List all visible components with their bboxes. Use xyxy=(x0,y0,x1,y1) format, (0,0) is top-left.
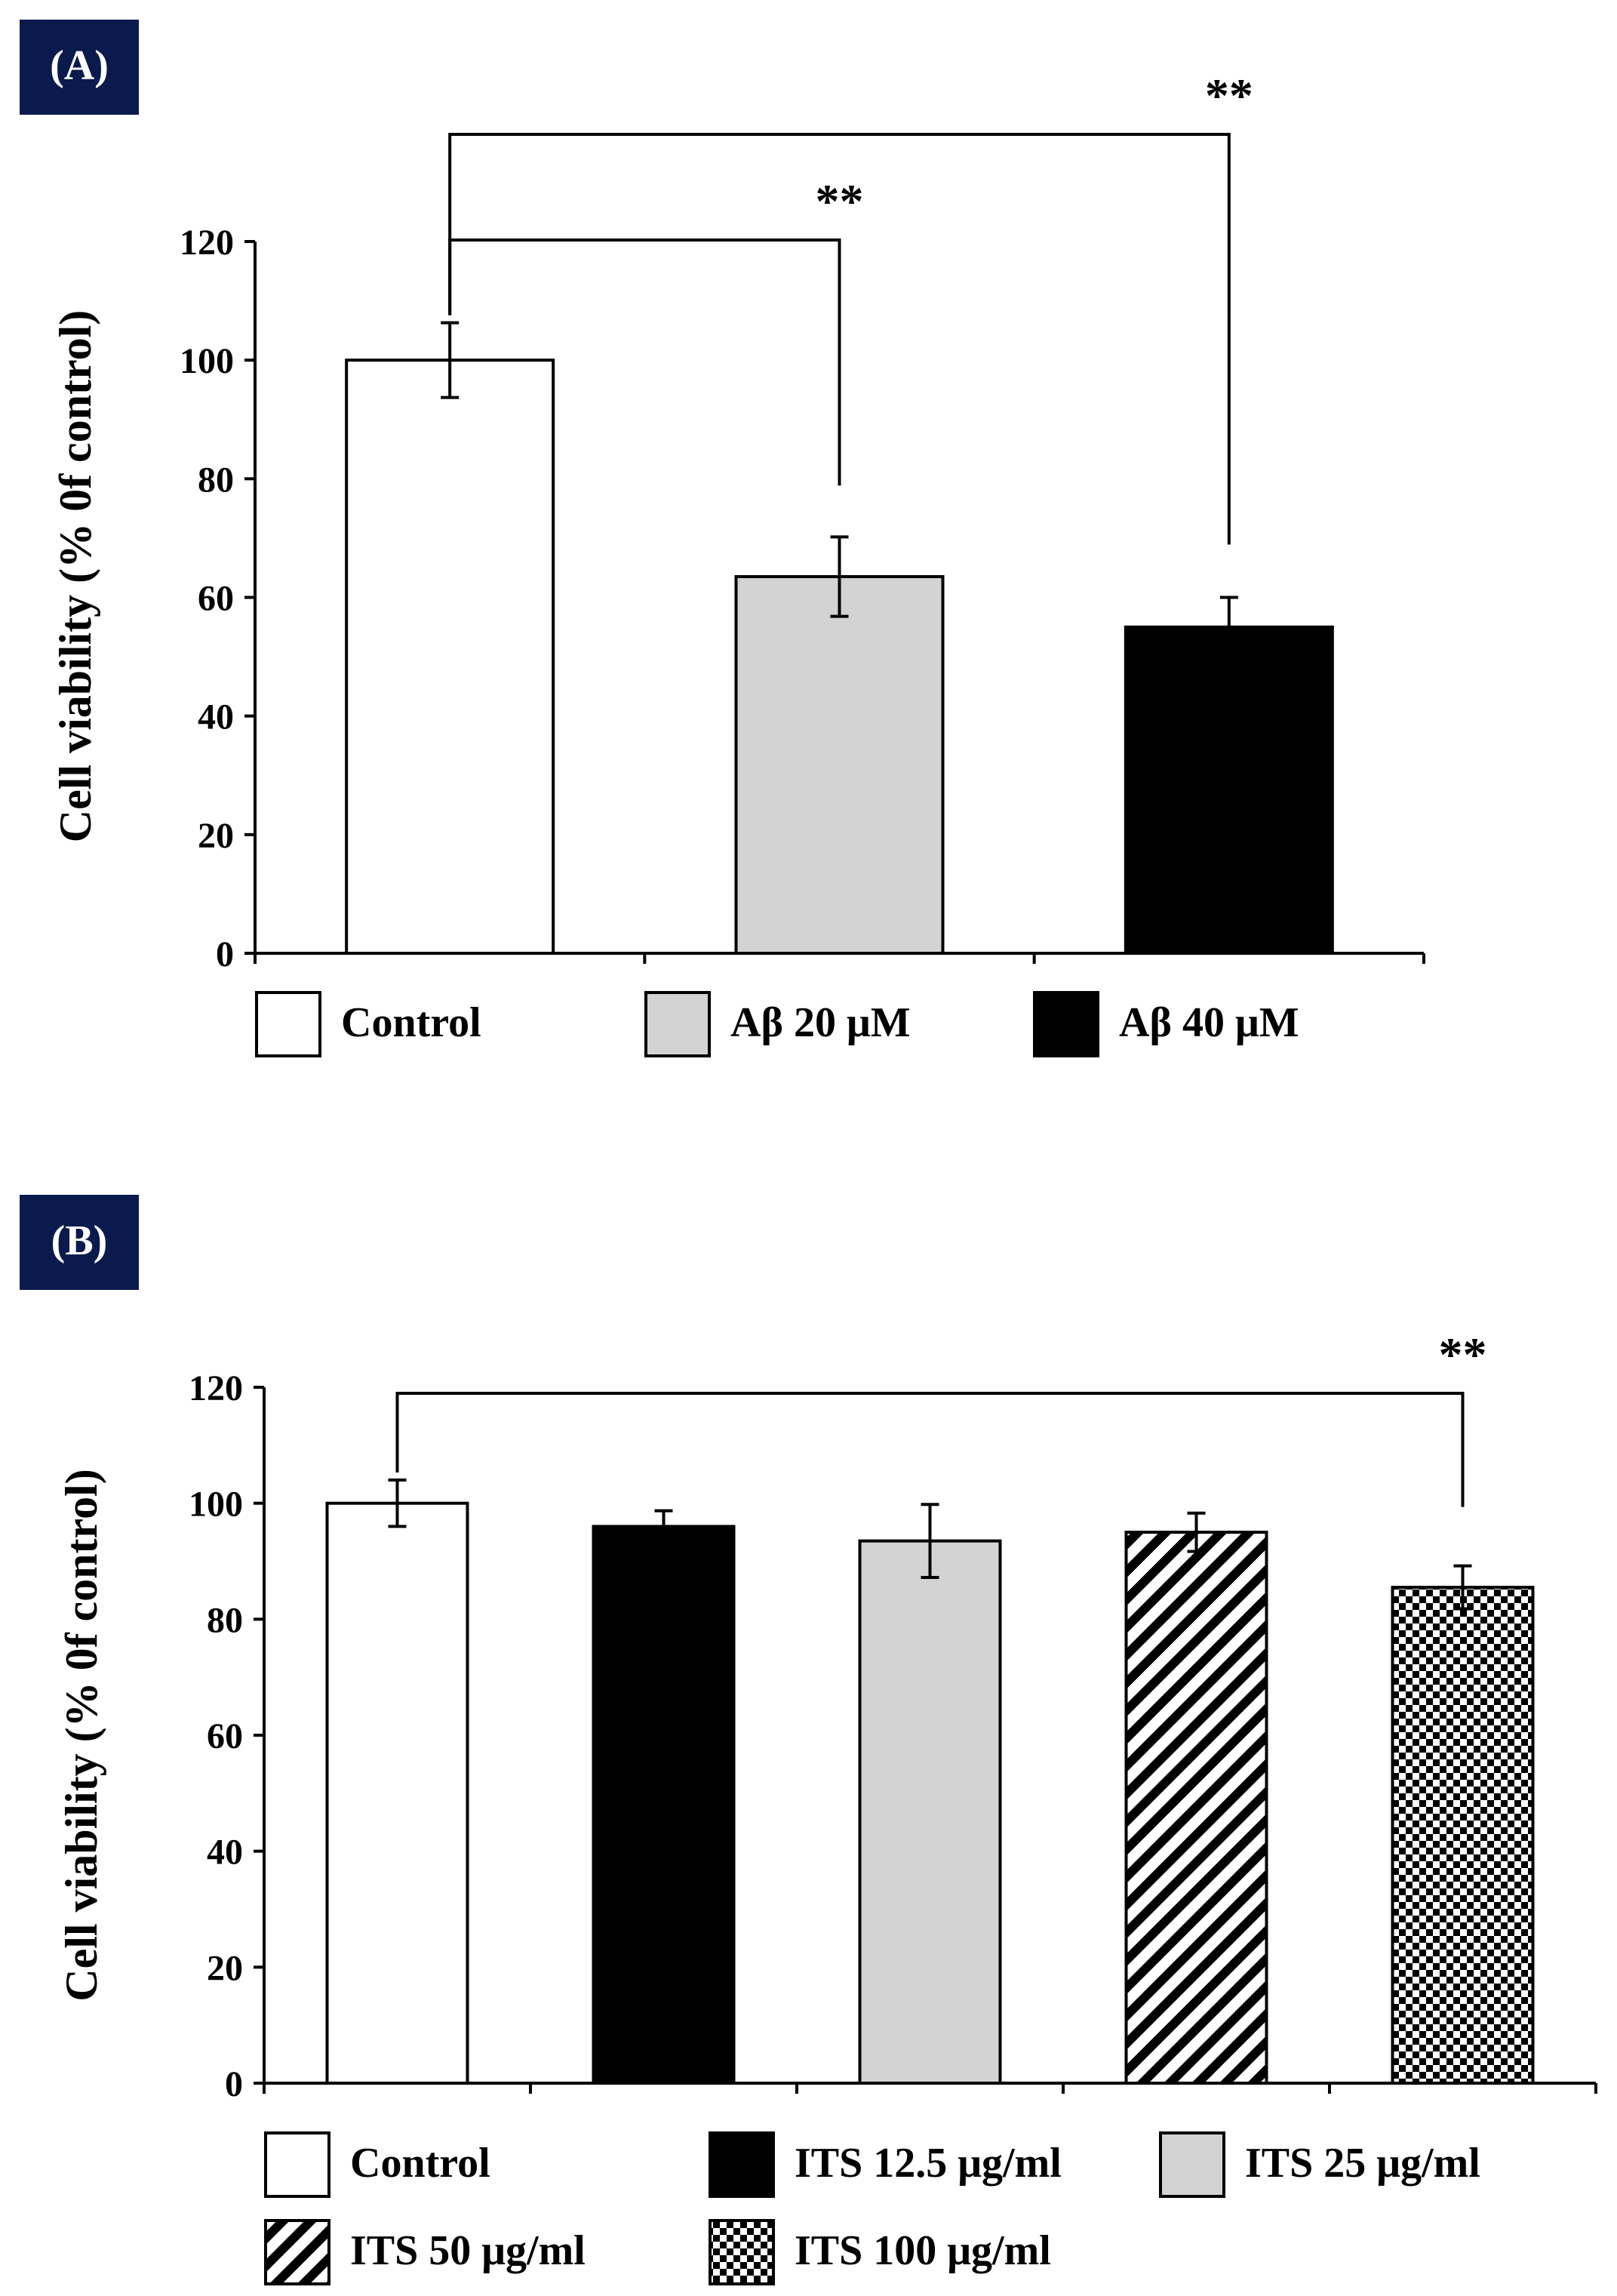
y-tick-label: 120 xyxy=(189,1368,243,1408)
panel-a: (A) 0 20 40 60 80 100 120 Cell viability (% 0f … xyxy=(20,20,1425,1057)
panel-a-badge xyxy=(20,20,139,115)
bar xyxy=(858,1539,1002,2085)
legend-label: ITS 100 μg/ml xyxy=(795,2227,1051,2274)
significance-label: ** xyxy=(1439,1328,1487,1381)
legend-label: Control xyxy=(341,999,481,1046)
panel-b-label: (B) xyxy=(51,1217,108,1264)
bar xyxy=(325,1501,469,2085)
y-tick-label: 20 xyxy=(207,1948,243,1988)
legend-swatch xyxy=(264,2219,330,2285)
legend-label: Aβ 40 μM xyxy=(1119,999,1299,1046)
y-tick-label: 0 xyxy=(216,934,234,974)
y-tick-label: 0 xyxy=(225,2064,243,2104)
legend-label: ITS 50 μg/ml xyxy=(350,2227,586,2274)
significance-label: ** xyxy=(816,174,864,228)
legend-label: Control xyxy=(350,2140,490,2187)
legend-swatch xyxy=(255,991,321,1057)
y-tick-label: 80 xyxy=(198,460,234,500)
legend-swatch xyxy=(1159,2131,1225,2198)
bar xyxy=(1391,1586,1535,2085)
significance-bracket xyxy=(395,1392,1465,1507)
y-tick-label: 100 xyxy=(180,341,234,381)
legend-swatch xyxy=(644,991,711,1057)
bar xyxy=(345,359,555,955)
legend-swatch xyxy=(709,2219,775,2285)
bar xyxy=(734,574,945,956)
legend-label: ITS 25 μg/ml xyxy=(1245,2140,1480,2187)
y-axis-title: Cell viability (% 0f control) xyxy=(51,310,100,842)
legend-swatch xyxy=(709,2131,775,2198)
significance-label: ** xyxy=(1205,69,1253,122)
bar xyxy=(1124,1531,1268,2085)
y-tick-label: 100 xyxy=(189,1485,243,1525)
legend-label: Aβ 20 μM xyxy=(730,999,911,1046)
y-tick-label: 40 xyxy=(198,697,234,737)
y-tick-label: 60 xyxy=(198,579,234,619)
y-tick-label: 60 xyxy=(207,1716,243,1756)
legend-swatch xyxy=(1033,991,1099,1057)
legend-swatch xyxy=(264,2131,330,2198)
legend-label: ITS 12.5 μg/ml xyxy=(795,2140,1062,2187)
y-tick-label: 20 xyxy=(198,816,234,856)
panel-a-label: (A) xyxy=(50,42,109,89)
y-axis-title: Cell viability (% 0f control) xyxy=(57,1469,106,2001)
chart-b: 0 20 40 60 80 100 120 Cell viability (% 0f cont… xyxy=(57,1328,1597,2285)
y-tick-label: 40 xyxy=(207,1833,243,1873)
panel-b: (B) 0 20 40 60 80 100 120 Cell viability (% 0f … xyxy=(20,1195,1597,2285)
chart-a: 0 20 40 60 80 100 120 Cell viability (% 0f cont… xyxy=(51,69,1425,1057)
bar xyxy=(592,1525,736,2085)
y-tick-label: 120 xyxy=(180,223,234,263)
significance-bracket xyxy=(448,133,1231,545)
y-tick-label: 80 xyxy=(207,1600,243,1640)
bar xyxy=(1124,625,1334,956)
panel-b-badge xyxy=(20,1195,139,1290)
